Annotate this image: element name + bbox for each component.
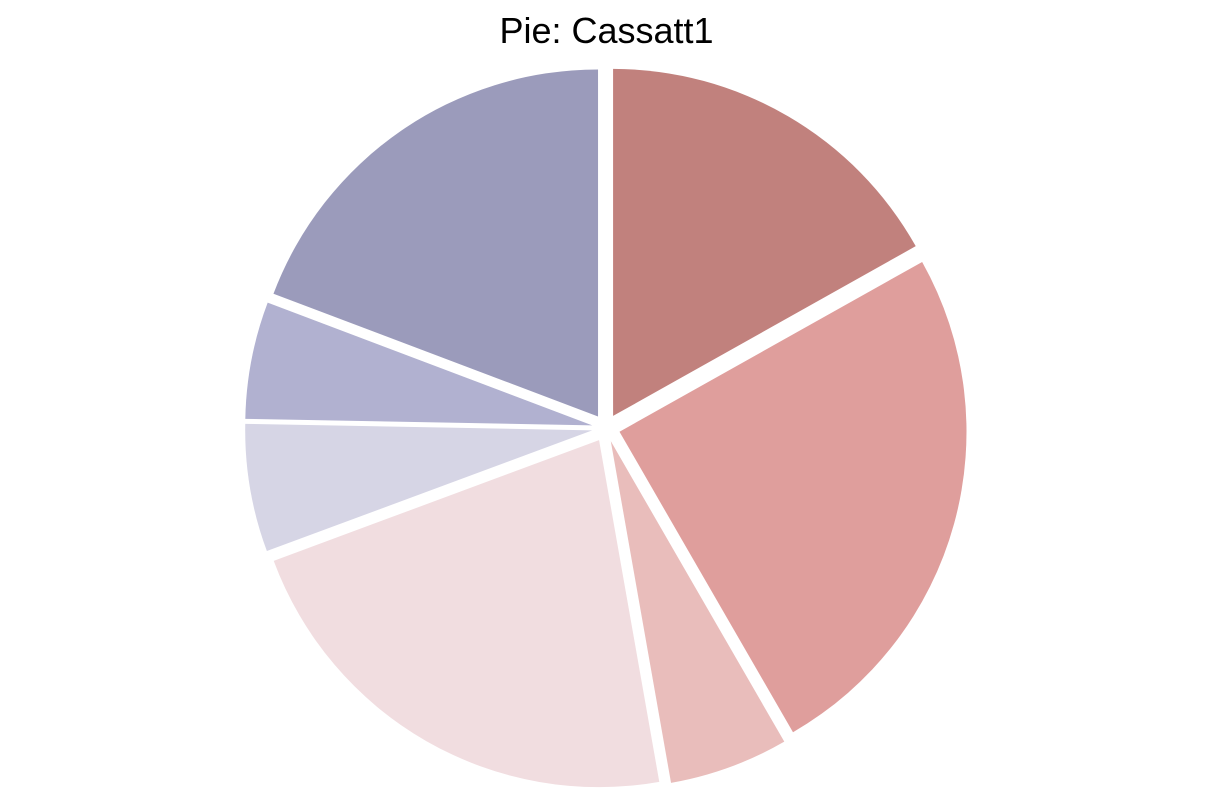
pie-slice-2 — [619, 261, 967, 733]
pie-slice-3 — [610, 441, 785, 783]
pie-slice-4 — [273, 440, 660, 788]
pie-slice-7 — [273, 69, 599, 417]
pie-slice-6 — [245, 302, 593, 426]
pie-slice-5 — [245, 423, 593, 552]
pie-slices — [245, 68, 967, 788]
chart-title: Pie: Cassatt1 — [499, 10, 714, 51]
pie-slice-1 — [613, 68, 916, 416]
